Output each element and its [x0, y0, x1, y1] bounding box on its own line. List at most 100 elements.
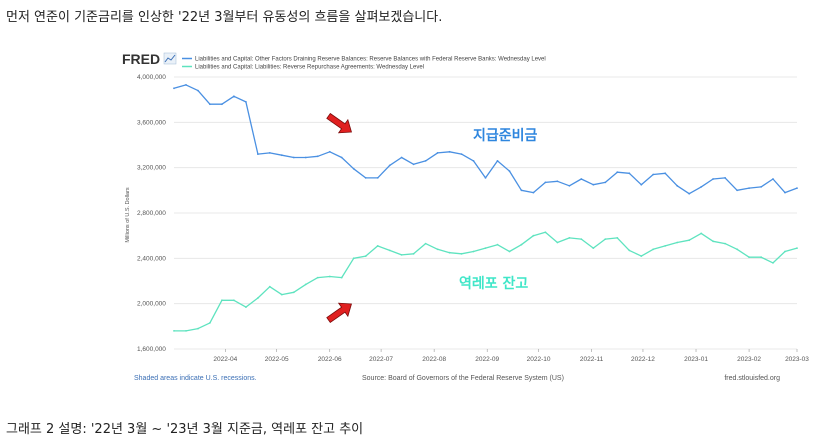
- x-tick-label: 2022-04: [213, 356, 237, 363]
- data-point-rrp: [676, 241, 679, 244]
- data-point-reserves: [268, 152, 271, 154]
- legend-label-reserves: Liabilities and Capital: Other Factors D…: [195, 57, 546, 63]
- data-point-rrp: [712, 240, 714, 243]
- data-point-rrp: [484, 247, 487, 250]
- data-point-reserves: [748, 187, 750, 190]
- data-point-rrp: [221, 299, 223, 302]
- y-axis-label: Millions of U.S. Dollars: [125, 187, 131, 243]
- data-point-rrp: [376, 245, 379, 247]
- data-point-rrp: [496, 243, 499, 246]
- data-point-reserves: [640, 183, 643, 186]
- data-point-rrp: [472, 250, 475, 253]
- fred-logo-icon: [163, 52, 177, 65]
- data-point-reserves: [520, 189, 523, 192]
- data-point-reserves: [556, 180, 559, 183]
- x-tick-label: 2022-11: [580, 356, 604, 363]
- data-point-reserves: [400, 156, 403, 159]
- data-point-rrp: [245, 306, 247, 308]
- y-tick-label: 1,600,000: [137, 346, 166, 353]
- data-point-reserves: [796, 187, 798, 190]
- x-ticks: 2022-04 2022-05 2022-06 2022-07 2022-08 2022-…: [213, 349, 809, 363]
- data-point-reserves: [664, 172, 667, 175]
- data-point-rrp: [209, 322, 211, 324]
- data-point-reserves: [233, 95, 235, 98]
- data-point-rrp: [388, 249, 391, 252]
- data-point-reserves: [508, 170, 511, 173]
- data-point-rrp: [185, 330, 187, 332]
- data-point-rrp: [424, 242, 427, 245]
- y-tick-label: 3,200,000: [137, 165, 166, 172]
- data-point-reserves: [376, 177, 379, 179]
- x-tick-label: 2023-01: [684, 356, 708, 363]
- annotation-reserves: 지급준비금: [473, 128, 538, 144]
- data-point-rrp: [268, 285, 271, 288]
- series-lines: [173, 84, 798, 332]
- y-ticks: 1,600,000 2,000,000 2,400,000 2,800,000 3,20…: [137, 74, 166, 353]
- data-point-reserves: [472, 160, 475, 162]
- data-point-rrp: [448, 251, 451, 254]
- data-point-reserves: [544, 181, 547, 184]
- data-point-reserves: [388, 164, 391, 167]
- data-point-rrp: [544, 231, 547, 234]
- data-point-reserves: [700, 186, 703, 188]
- data-point-rrp: [580, 238, 583, 241]
- data-point-reserves: [532, 191, 535, 194]
- arrow-down-right-icon: [326, 112, 352, 134]
- data-point-reserves: [736, 189, 738, 192]
- data-point-reserves: [424, 160, 427, 162]
- arrow-up-right-icon: [326, 302, 352, 324]
- data-point-reserves: [185, 84, 187, 86]
- data-point-reserves: [712, 178, 714, 180]
- data-point-rrp: [556, 241, 559, 244]
- data-point-rrp: [772, 262, 774, 264]
- data-point-reserves: [209, 103, 211, 106]
- x-tick-label: 2022-08: [422, 356, 446, 363]
- data-point-rrp: [796, 247, 798, 250]
- y-tick-label: 2,000,000: [137, 301, 166, 308]
- data-point-rrp: [316, 276, 319, 279]
- data-point-rrp: [760, 256, 762, 259]
- data-point-rrp: [568, 237, 571, 239]
- x-tick-label: 2022-12: [631, 356, 655, 363]
- data-point-rrp: [233, 299, 235, 302]
- data-point-rrp: [292, 291, 295, 294]
- recession-note[interactable]: Shaded areas indicate U.S. recessions.: [134, 375, 257, 382]
- intro-text: 먼저 연준이 기준금리를 인상한 '22년 3월부터 유동성의 흐름을 살펴보겠…: [6, 10, 443, 25]
- data-point-reserves: [257, 153, 259, 156]
- fred-url[interactable]: fred.stlouisfed.org: [724, 375, 780, 382]
- data-point-reserves: [652, 173, 655, 176]
- fred-logo: FRED: [122, 51, 160, 67]
- x-tick-label: 2023-02: [737, 356, 761, 363]
- data-point-rrp: [436, 248, 439, 251]
- data-point-rrp: [748, 256, 750, 259]
- data-point-rrp: [520, 243, 523, 246]
- data-point-reserves: [676, 184, 679, 187]
- data-point-reserves: [280, 154, 283, 157]
- data-point-reserves: [448, 150, 451, 153]
- data-point-reserves: [197, 89, 199, 92]
- data-point-reserves: [460, 153, 463, 156]
- grid: [174, 76, 797, 350]
- data-point-reserves: [292, 156, 295, 159]
- data-point-reserves: [328, 150, 331, 153]
- data-point-reserves: [568, 184, 571, 187]
- data-point-reserves: [604, 181, 607, 184]
- data-point-rrp: [328, 275, 331, 278]
- data-point-rrp: [508, 250, 511, 253]
- data-point-rrp: [412, 252, 415, 255]
- data-point-reserves: [364, 177, 367, 179]
- data-point-reserves: [688, 192, 691, 195]
- x-tick-label: 2022-05: [265, 356, 289, 363]
- data-point-rrp: [784, 250, 786, 253]
- y-tick-label: 4,000,000: [137, 74, 166, 81]
- data-point-rrp: [616, 237, 619, 239]
- data-point-reserves: [412, 163, 415, 166]
- data-point-reserves: [760, 186, 762, 188]
- data-point-rrp: [640, 255, 643, 257]
- data-point-rrp: [173, 330, 175, 332]
- data-point-rrp: [604, 238, 607, 241]
- data-point-reserves: [496, 160, 499, 162]
- source-note: Source: Board of Governors of the Federa…: [362, 375, 564, 382]
- data-point-rrp: [304, 283, 307, 286]
